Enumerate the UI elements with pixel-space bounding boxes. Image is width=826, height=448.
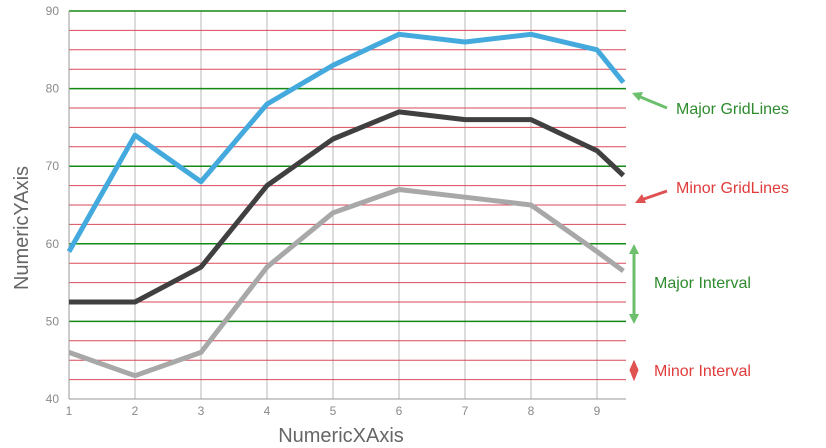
series-layer [66, 31, 626, 379]
x-tick-label: 4 [264, 404, 271, 418]
x-tick-label: 7 [462, 404, 469, 418]
major-gridlines-label: Major GridLines [676, 101, 789, 118]
y-tick-label: 70 [46, 159, 60, 173]
major-gridlines-arrowhead [632, 92, 643, 101]
series-line-3 [68, 187, 625, 379]
major-gridlines-arrow [637, 94, 668, 110]
series-line-2 [69, 109, 626, 305]
minor-gridlines-arrow [640, 189, 668, 202]
series-line-1 [66, 31, 626, 253]
x-tick-label: 5 [330, 404, 337, 418]
y-tick-label: 60 [46, 237, 60, 251]
y-tick-label: 50 [46, 314, 60, 328]
y-tick-label: 80 [46, 82, 60, 96]
minor-interval-label: Minor Interval [654, 363, 751, 380]
minor-gridlines-label: Minor GridLines [676, 180, 789, 197]
x-tick-label: 6 [396, 404, 403, 418]
major-interval-arrowhead-bottom [629, 314, 639, 324]
x-tick-label: 9 [594, 404, 601, 418]
y-tick-label: 40 [46, 392, 60, 406]
annotation-layer: Major GridLines Minor GridLines Major In… [629, 92, 789, 382]
minor-gridlines-arrowhead [635, 194, 646, 203]
grid-layer [68, 10, 626, 400]
major-interval-arrowhead-top [629, 244, 639, 254]
x-axis-title: NumericXAxis [278, 425, 404, 447]
y-axis-title: NumericYAxis [11, 166, 33, 290]
y-tick-label: 90 [46, 4, 60, 18]
x-tick-label: 8 [528, 404, 535, 418]
x-tick-label: 2 [132, 404, 139, 418]
major-interval-label: Major Interval [654, 275, 751, 292]
x-tick-label: 1 [66, 404, 73, 418]
tick-layer: 1 2 3 4 5 6 7 8 9 40 50 60 70 80 90 [46, 4, 601, 418]
minor-interval-arrow [629, 359, 639, 382]
x-tick-label: 3 [198, 404, 205, 418]
